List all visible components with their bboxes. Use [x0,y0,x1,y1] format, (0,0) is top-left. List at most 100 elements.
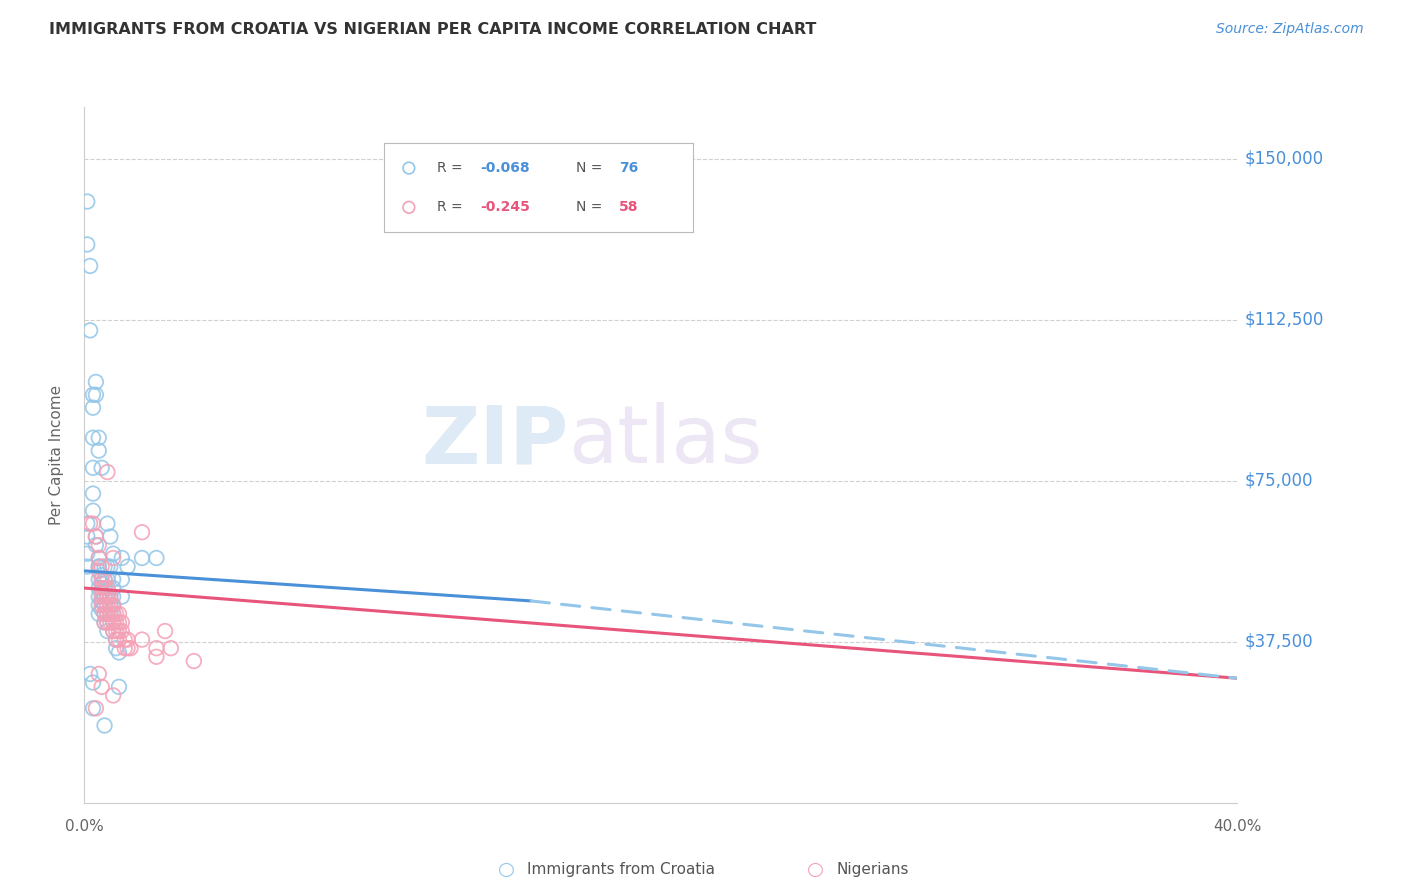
Point [93,607,115,621]
Point [103,607,124,621]
Point [84,538,107,552]
Point [79,323,101,337]
Point [108,645,131,659]
Point [90,576,112,591]
Point [79,259,101,273]
Point [93,559,115,574]
Point [103,581,124,595]
Point [82,388,104,402]
Point [145,641,167,656]
Point [111,624,134,638]
Text: $112,500: $112,500 [1244,310,1323,328]
Point [90,460,112,475]
Point [96,465,118,479]
Text: $37,500: $37,500 [1244,632,1313,651]
Point [87,607,110,621]
Point [82,401,104,415]
Point [82,675,104,690]
Point [98,529,121,543]
Point [398,200,420,214]
Point [131,551,153,566]
Text: atlas: atlas [568,402,763,480]
Point [96,559,118,574]
Point [93,590,115,604]
Point [131,525,153,540]
Point [96,607,118,621]
Point [111,615,134,630]
Point [153,624,176,638]
Point [84,529,107,543]
Point [82,516,104,531]
Point [79,516,101,531]
Text: $150,000: $150,000 [1244,150,1323,168]
Point [98,599,121,613]
Point [82,504,104,518]
Point [84,701,107,715]
Point [90,573,112,587]
Point [90,559,112,574]
Point [105,607,128,621]
Point [87,551,110,566]
Point [103,689,124,703]
Point [84,529,107,543]
Point [145,649,167,664]
Point [103,624,124,638]
Point [93,599,115,613]
Text: N =: N = [576,161,606,175]
Point [98,615,121,630]
Text: R =: R = [437,161,467,175]
Text: 40.0%: 40.0% [1213,819,1261,834]
Point [87,573,110,587]
Text: -0.245: -0.245 [479,201,530,214]
Point [114,641,136,656]
Point [82,486,104,500]
Point [84,388,107,402]
Point [87,581,110,595]
Text: ZIP: ZIP [422,402,568,480]
Point [108,615,131,630]
Point [76,237,98,252]
Point [93,590,115,604]
Point [111,590,134,604]
Text: Source: ZipAtlas.com: Source: ZipAtlas.com [1216,22,1364,37]
Point [93,573,115,587]
Point [398,161,420,175]
Point [76,559,98,574]
Point [87,559,110,574]
Point [90,590,112,604]
Point [93,615,115,630]
Point [105,632,128,647]
Point [87,431,110,445]
Point [76,529,98,543]
Point [96,590,118,604]
Point [87,538,110,552]
Point [103,573,124,587]
Point [103,551,124,566]
Point [108,607,131,621]
Text: 58: 58 [619,201,638,214]
Point [96,615,118,630]
Point [103,615,124,630]
Text: ○: ○ [807,860,824,880]
Text: $75,000: $75,000 [1244,472,1313,490]
Point [93,581,115,595]
Point [93,607,115,621]
Text: N =: N = [576,201,606,214]
Text: R =: R = [437,201,467,214]
Point [90,680,112,694]
Point [131,632,153,647]
Text: Immigrants from Croatia: Immigrants from Croatia [527,863,716,877]
Point [96,581,118,595]
Point [90,585,112,599]
Point [117,632,139,647]
Point [105,624,128,638]
Point [87,559,110,574]
Point [98,607,121,621]
Point [93,615,115,630]
Point [90,599,112,613]
Point [90,594,112,608]
Point [98,590,121,604]
Point [105,615,128,630]
Point [103,615,124,630]
Point [108,632,131,647]
